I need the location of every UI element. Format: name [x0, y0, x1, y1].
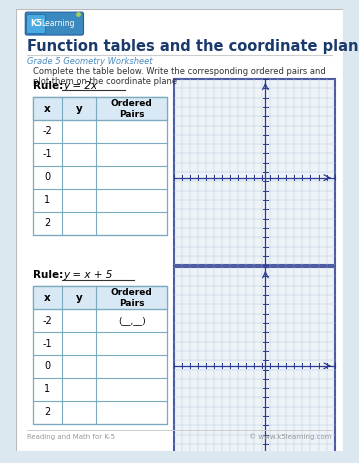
Text: Ordered
Pairs: Ordered Pairs [111, 99, 153, 119]
FancyBboxPatch shape [25, 12, 84, 35]
Text: Function tables and the coordinate plane: Function tables and the coordinate plane [27, 39, 359, 54]
Bar [174, 267, 335, 453]
Text: 1: 1 [44, 195, 50, 205]
Text: 1: 1 [44, 384, 50, 394]
Bar [33, 97, 167, 120]
Text: Complete the table below. Write the corresponding ordered pairs and
plot them on: Complete the table below. Write the corr… [33, 67, 325, 86]
Bar [33, 286, 167, 309]
Text: 2: 2 [44, 407, 50, 417]
Text: y = x + 5: y = x + 5 [64, 270, 113, 280]
Text: © www.k5learning.com: © www.k5learning.com [250, 434, 332, 440]
Text: -1: -1 [42, 150, 52, 159]
Text: x: x [44, 104, 51, 113]
Text: Grade 5 Geometry Worksheet: Grade 5 Geometry Worksheet [27, 57, 153, 66]
Text: -2: -2 [42, 316, 52, 325]
Bar [174, 79, 335, 265]
Text: Learning: Learning [41, 19, 75, 28]
Text: Reading and Math for K-5: Reading and Math for K-5 [27, 434, 115, 440]
Text: 0: 0 [44, 172, 50, 182]
Text: 2: 2 [44, 218, 50, 228]
Text: y: y [76, 104, 82, 113]
Text: (__,__): (__,__) [118, 316, 146, 325]
FancyBboxPatch shape [27, 14, 46, 34]
Text: -1: -1 [42, 338, 52, 349]
Text: Rule:: Rule: [33, 81, 63, 91]
Text: 0: 0 [44, 362, 50, 371]
Text: Ordered
Pairs: Ordered Pairs [111, 288, 153, 308]
Text: Rule:: Rule: [33, 270, 63, 280]
Text: y: y [76, 293, 82, 303]
Text: y = 2x: y = 2x [64, 81, 98, 91]
Bar [33, 286, 167, 424]
Text: K5: K5 [30, 19, 42, 28]
Text: x: x [44, 293, 51, 303]
Bar [33, 97, 167, 235]
Text: -2: -2 [42, 126, 52, 137]
